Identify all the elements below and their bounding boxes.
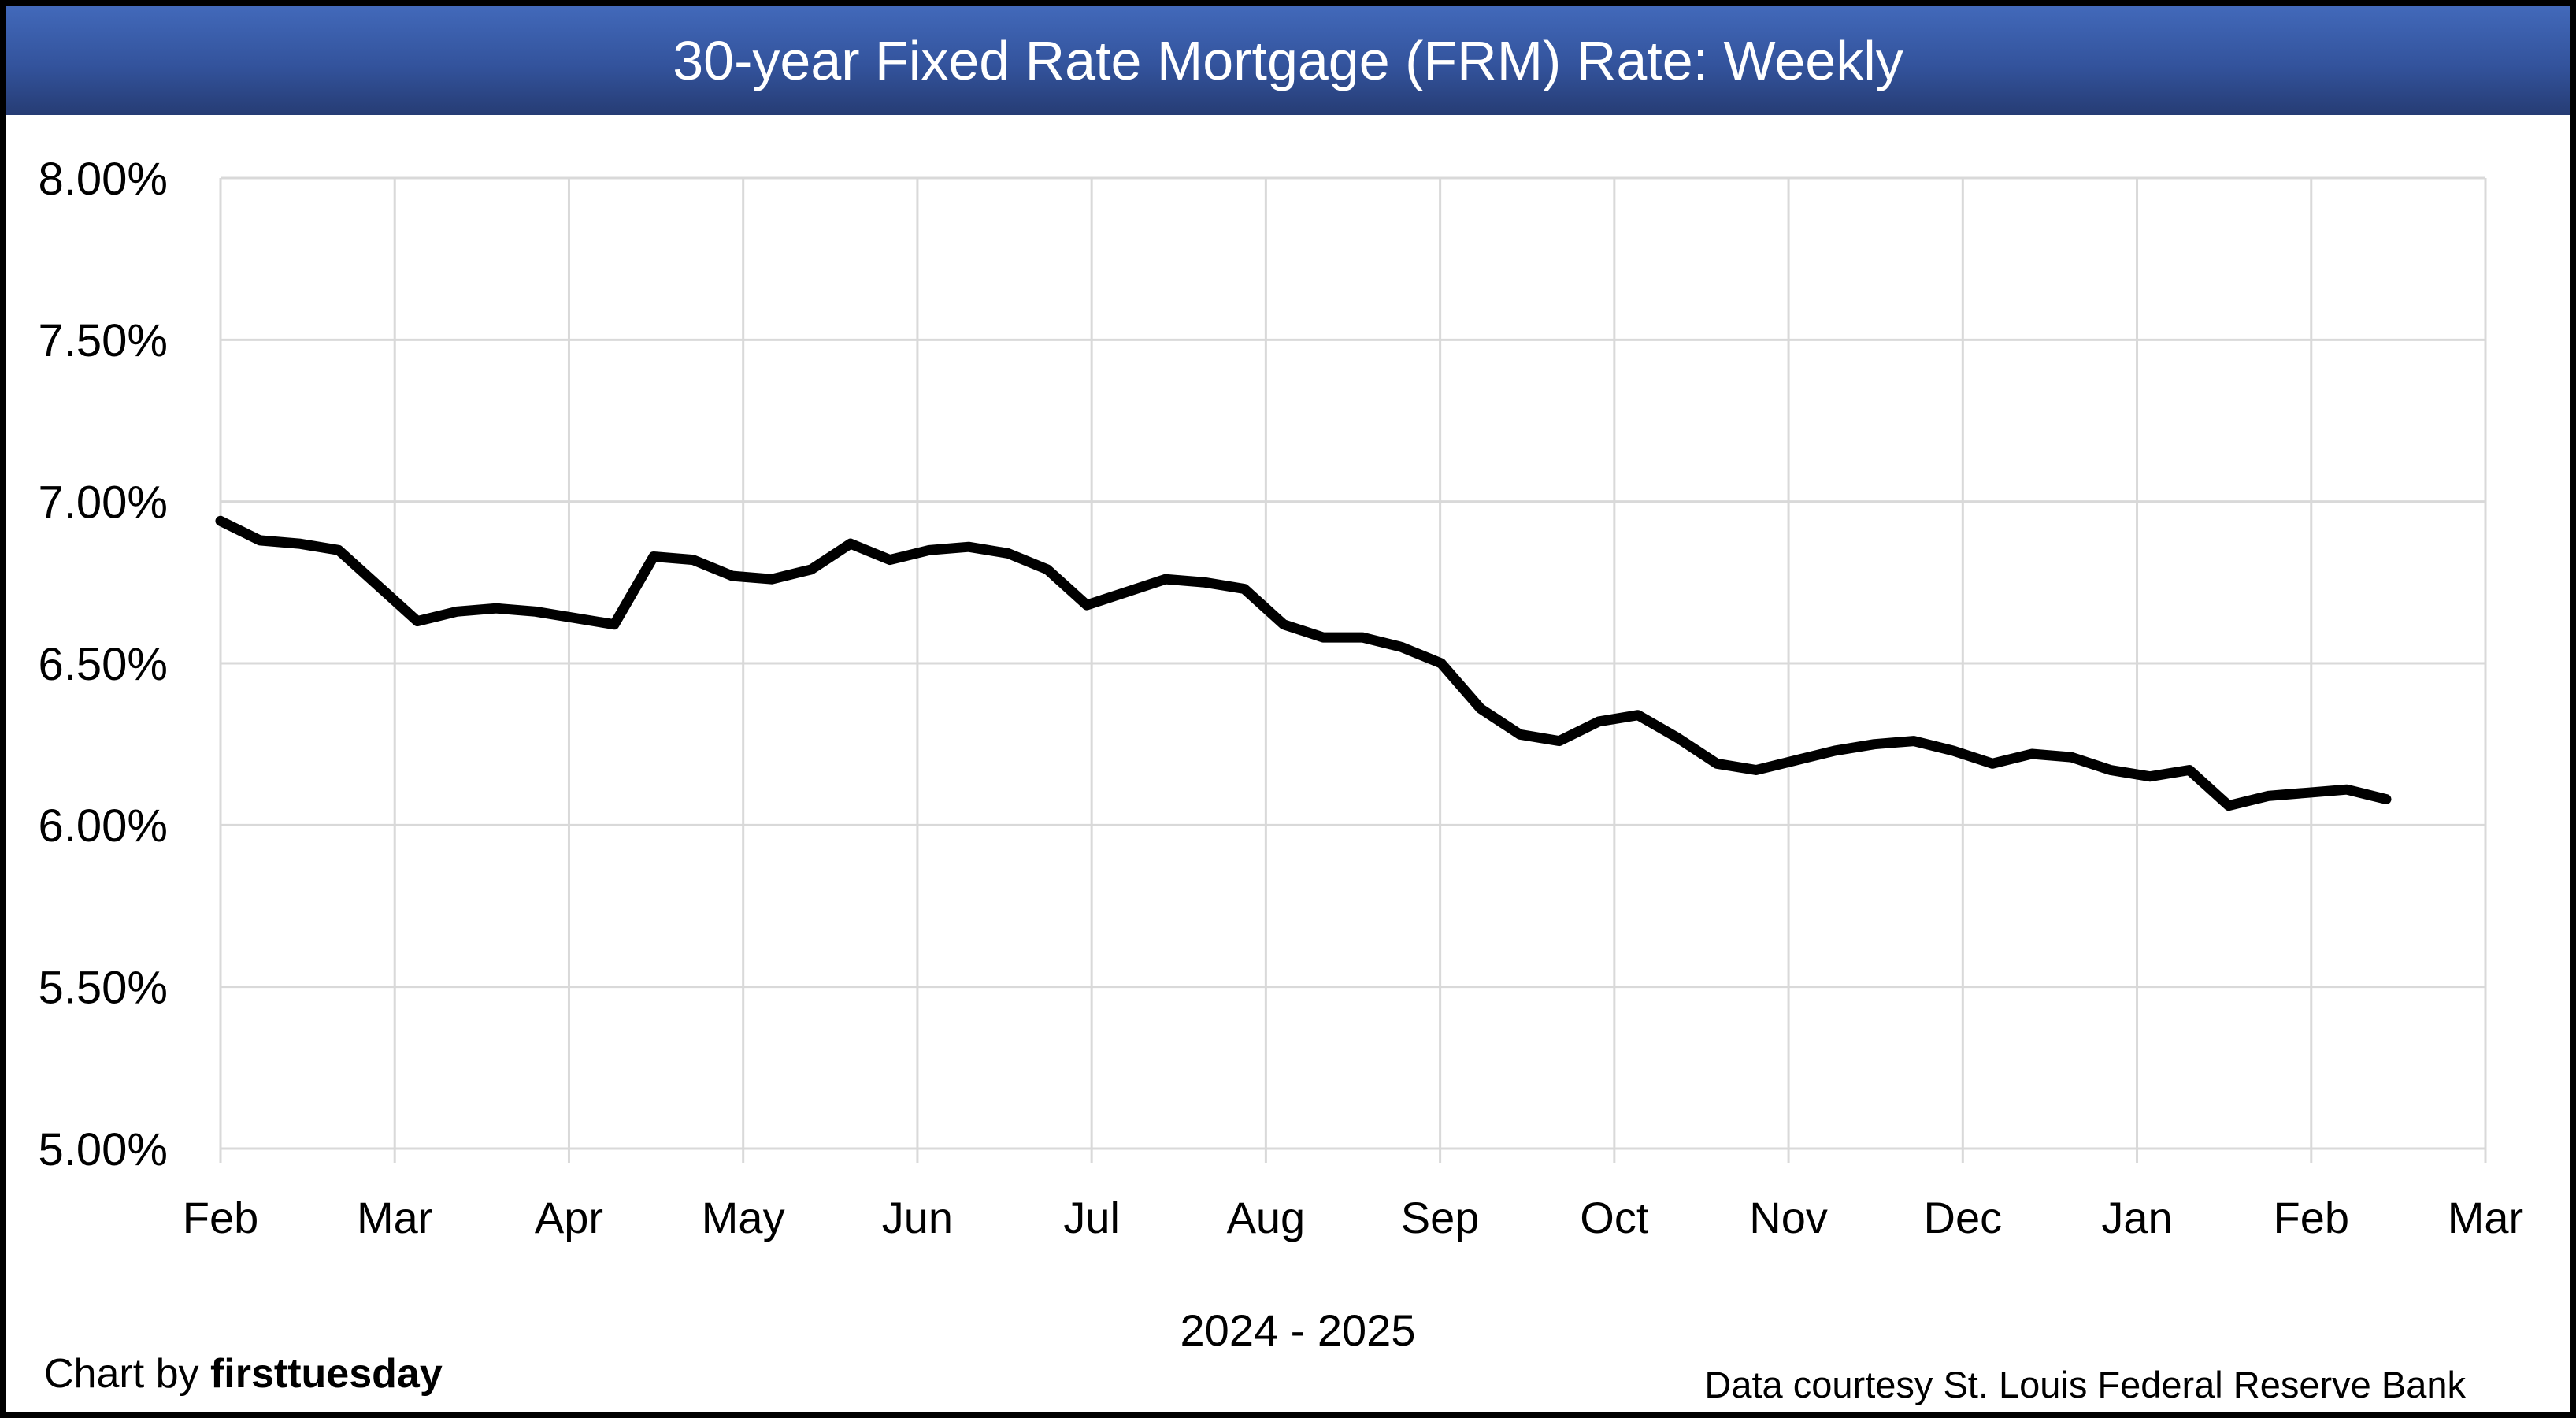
x-tick-label: Sep bbox=[1401, 1193, 1480, 1242]
chart-title-bar: 30-year Fixed Rate Mortgage (FRM) Rate: … bbox=[6, 6, 2570, 115]
credit-data-source: Data courtesy St. Louis Federal Reserve … bbox=[1704, 1364, 2466, 1405]
x-tick-label: Feb bbox=[183, 1193, 259, 1242]
chart-title: 30-year Fixed Rate Mortgage (FRM) Rate: … bbox=[673, 30, 1903, 91]
x-tick-label: Jun bbox=[882, 1193, 953, 1242]
y-tick-label: 5.00% bbox=[39, 1124, 168, 1175]
x-tick-label: Apr bbox=[535, 1193, 603, 1242]
frm-rate-line bbox=[215, 515, 2392, 811]
y-tick-label: 7.50% bbox=[39, 315, 168, 366]
x-tick-label: Aug bbox=[1227, 1193, 1306, 1242]
y-tick-label: 7.00% bbox=[39, 477, 168, 529]
y-tick-label: 6.00% bbox=[39, 800, 168, 852]
credit-chart-by-prefix: Chart by bbox=[44, 1351, 210, 1397]
x-tick-label: Feb bbox=[2274, 1193, 2350, 1242]
y-tick-label: 5.50% bbox=[39, 963, 168, 1014]
x-tick-label: Mar bbox=[2448, 1193, 2523, 1242]
x-tick-label: Mar bbox=[357, 1193, 432, 1242]
x-tick-label: Jul bbox=[1063, 1193, 1120, 1242]
x-tick-label: Nov bbox=[1749, 1193, 1828, 1242]
y-tick-label: 6.50% bbox=[39, 639, 168, 690]
x-axis-title: 2024 - 2025 bbox=[1180, 1305, 1416, 1355]
y-tick-label: 8.00% bbox=[39, 154, 168, 205]
plot-area: 8.00% 7.50% 7.00% 6.50% 6.00% 5.50% 5.00% Feb Ma… bbox=[39, 154, 2524, 1242]
x-tick-label: Oct bbox=[1580, 1193, 1649, 1242]
x-tick-label: May bbox=[702, 1193, 785, 1242]
x-tick-label: Dec bbox=[1924, 1193, 2003, 1242]
x-tick-label: Jan bbox=[2101, 1193, 2172, 1242]
credit-chart-by: Chart by firsttuesday bbox=[44, 1350, 443, 1398]
credit-chart-by-brand: firsttuesday bbox=[209, 1351, 443, 1397]
